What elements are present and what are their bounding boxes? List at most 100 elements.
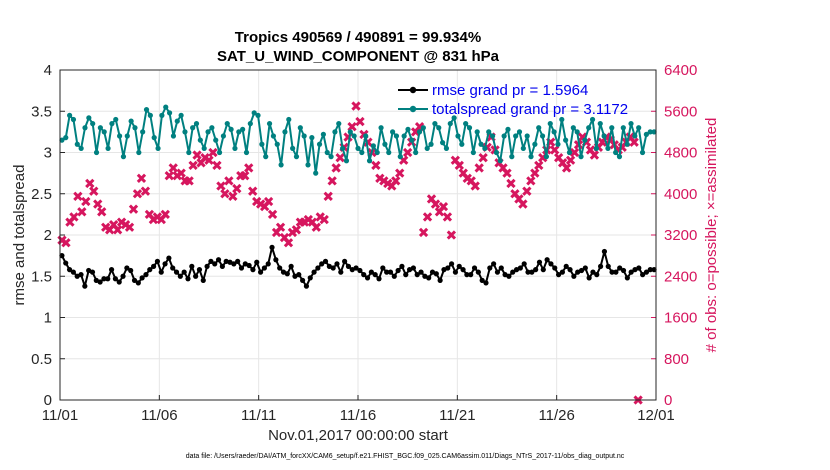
obs-count-point xyxy=(228,191,238,201)
totalspread-point xyxy=(524,133,530,139)
rmse-point xyxy=(391,273,397,279)
totalspread-point xyxy=(140,129,146,135)
rmse-point xyxy=(97,279,103,285)
totalspread-point xyxy=(463,121,469,127)
totalspread-point xyxy=(555,141,561,147)
rmse-point xyxy=(254,259,260,265)
obs-count-point xyxy=(77,207,87,217)
obs-count-point xyxy=(124,222,135,232)
rmse-point xyxy=(460,267,466,273)
rmse-point xyxy=(483,280,489,286)
y-tick-label-left: 1.5 xyxy=(31,268,52,285)
totalspread-point xyxy=(155,145,161,151)
rmse-point xyxy=(288,263,294,269)
totalspread-point xyxy=(489,133,496,139)
rmse-point xyxy=(257,269,264,275)
obs-count-point xyxy=(347,122,357,132)
obs-count-point xyxy=(97,207,107,217)
totalspread-point xyxy=(520,145,526,151)
obs-count-point xyxy=(212,160,222,171)
totalspread-point xyxy=(78,145,84,151)
totalspread-point xyxy=(113,116,119,123)
rmse-point xyxy=(395,267,401,274)
totalspread-point xyxy=(278,162,284,168)
totalspread-point xyxy=(232,145,238,151)
rmse-point xyxy=(384,269,390,275)
rmse-point xyxy=(548,261,554,267)
rmse-point xyxy=(59,253,65,259)
totalspread-point xyxy=(474,129,480,135)
y-tick-label-right: 3200 xyxy=(664,227,697,244)
y-tick-label-left: 0 xyxy=(44,392,52,409)
rmse-point xyxy=(410,265,416,271)
totalspread-point xyxy=(243,149,250,156)
totalspread-point xyxy=(593,145,600,151)
rmse-point xyxy=(387,269,394,275)
obs-count-point xyxy=(335,152,345,163)
rmse-point xyxy=(322,258,329,264)
totalspread-point xyxy=(163,104,169,110)
totalspread-point xyxy=(263,154,269,160)
obs-count-point xyxy=(478,152,488,163)
rmse-point xyxy=(235,258,241,264)
y-tick-label-right: 2400 xyxy=(664,268,697,285)
x-tick-label: 11/06 xyxy=(141,407,177,424)
totalspread-point xyxy=(620,125,626,131)
x-tick-label: 11/16 xyxy=(340,407,376,424)
y-tick-label-right: 5600 xyxy=(664,103,697,120)
rmse-point xyxy=(330,265,336,271)
y-tick-label-right: 4000 xyxy=(664,186,697,203)
totalspread-point xyxy=(220,133,227,139)
chart-subtitle: SAT_U_WIND_COMPONENT @ 831 hPa xyxy=(217,48,500,65)
totalspread-point xyxy=(90,121,96,127)
obs-count-point xyxy=(550,145,560,155)
y-tick-label-left: 1 xyxy=(44,310,52,327)
totalspread-point xyxy=(266,121,273,127)
rmse-point xyxy=(342,258,348,264)
y-tick-label-left: 2 xyxy=(44,227,52,244)
y-tick-label-left: 3 xyxy=(44,145,52,162)
rmse-point xyxy=(471,265,478,271)
totalspread-point xyxy=(582,137,588,143)
rmse-point xyxy=(334,261,340,267)
totalspread-point xyxy=(240,126,246,132)
rmse-point xyxy=(300,277,306,283)
y-tick-label-right: 0 xyxy=(664,392,672,409)
rmse-point xyxy=(143,272,149,278)
obs-count-point xyxy=(73,191,83,201)
rmse-point xyxy=(521,261,527,267)
rmse-point xyxy=(598,263,604,269)
rmse-point xyxy=(120,273,126,279)
obs-count-point xyxy=(589,150,600,160)
obs-count-point xyxy=(160,209,170,220)
totalspread-point xyxy=(247,121,253,127)
totalspread-point xyxy=(128,118,134,124)
obs-count-point xyxy=(204,155,214,165)
totalspread-point xyxy=(182,129,188,135)
totalspread-point xyxy=(405,126,411,132)
totalspread-point xyxy=(374,149,380,156)
totalspread-point xyxy=(313,170,319,176)
rmse-point xyxy=(571,273,577,279)
totalspread-point xyxy=(586,125,592,131)
obs-count-point xyxy=(395,168,405,178)
rmse-point xyxy=(128,267,134,274)
rmse-point xyxy=(338,269,344,275)
rmse-point xyxy=(468,272,474,278)
legend-rmse-label: rmse grand pr = 1.5964 xyxy=(432,82,588,99)
rmse-point xyxy=(277,265,283,271)
totalspread-point xyxy=(143,107,150,113)
obs-count-point xyxy=(391,176,401,186)
totalspread-point xyxy=(343,158,350,164)
rmse-point xyxy=(196,267,203,273)
rmse-point xyxy=(112,276,118,282)
rmse-point xyxy=(311,269,317,275)
rmse-point xyxy=(296,272,302,278)
legend-spread-marker xyxy=(409,105,417,113)
rmse-point xyxy=(82,283,88,289)
totalspread-point xyxy=(136,149,142,156)
totalspread-point xyxy=(509,154,515,160)
rmse-point xyxy=(376,276,382,282)
obs-count-point xyxy=(188,160,198,171)
rmse-point xyxy=(368,269,374,275)
